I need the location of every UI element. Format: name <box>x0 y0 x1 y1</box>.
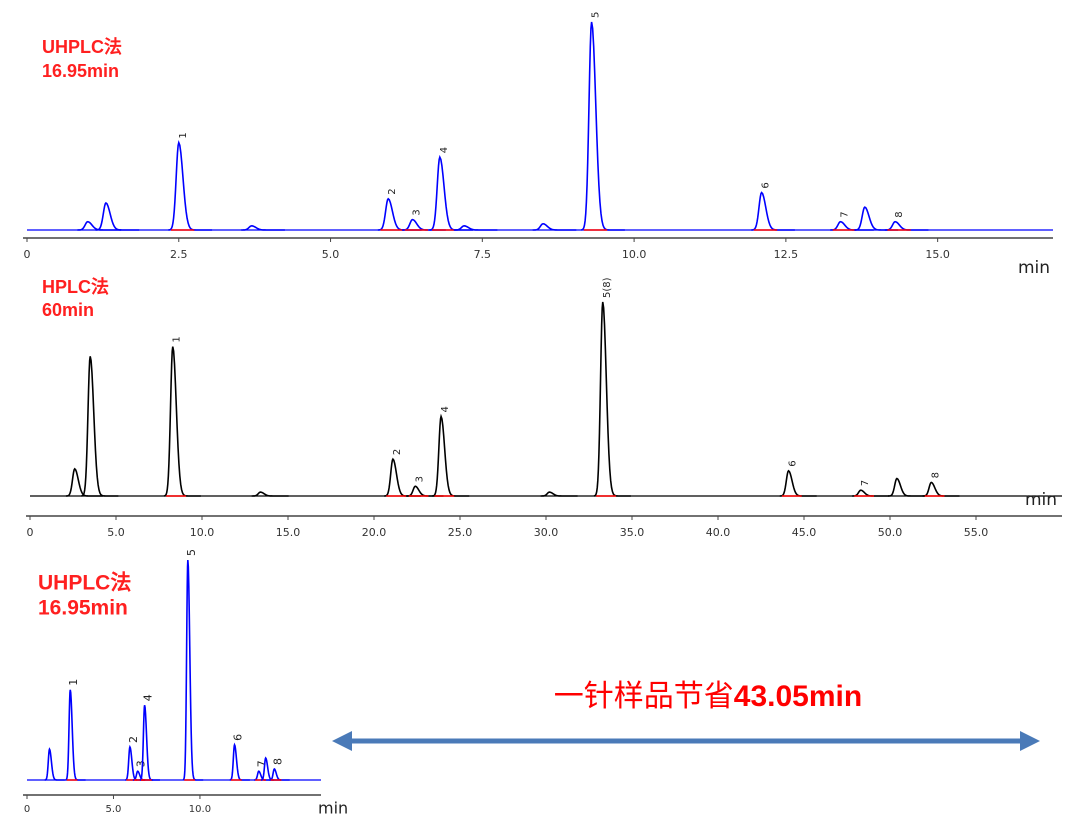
peak-label: 6 <box>232 734 245 741</box>
peak <box>830 220 874 231</box>
peak-label: 7 <box>860 480 871 486</box>
savings-value: 43.05min <box>734 680 862 713</box>
peak-label: 2 <box>387 188 398 194</box>
peak <box>168 139 213 231</box>
peak <box>429 154 474 231</box>
peak-label: 6 <box>788 460 799 466</box>
peak <box>888 477 926 497</box>
peak <box>182 559 204 781</box>
peak-label: 3 <box>135 760 148 767</box>
x-tick-label: 10.0 <box>189 804 211 815</box>
x-tick-label: 10.0 <box>622 248 647 261</box>
peak-label: 4 <box>439 147 450 153</box>
peak <box>402 218 446 231</box>
peak <box>139 705 160 781</box>
x-tick-label: 0 <box>24 248 31 261</box>
peak <box>251 491 289 497</box>
x-tick-label: 15.0 <box>276 526 301 539</box>
peak-label: 4 <box>142 694 155 701</box>
x-tick-label: 15.0 <box>925 248 950 261</box>
peak-label: 4 <box>440 406 451 412</box>
peak <box>851 489 889 497</box>
peak-label: 1 <box>67 679 80 686</box>
method-label: 60min <box>42 300 94 320</box>
peak <box>77 220 121 231</box>
peak <box>581 21 625 231</box>
x-tick-label: 5.0 <box>106 804 122 815</box>
peak-label: 3 <box>412 209 423 215</box>
peak-label: 5 <box>591 12 602 18</box>
peak-label: 5 <box>185 549 198 556</box>
x-tick-label: 12.5 <box>774 248 799 261</box>
peak-label: 1 <box>178 132 189 138</box>
peak <box>95 201 140 231</box>
peak <box>884 220 929 231</box>
peak <box>453 225 498 231</box>
savings-text: 一针样品节省43.05min <box>554 679 862 714</box>
x-tick-label: 0 <box>24 804 30 815</box>
x-tick-label: 40.0 <box>706 526 731 539</box>
peak <box>81 356 119 497</box>
peak <box>269 767 290 781</box>
peak <box>44 747 65 781</box>
peak <box>163 346 201 497</box>
peak-label: 2 <box>392 449 403 455</box>
peak <box>593 301 631 497</box>
peak-label: 1 <box>172 336 183 342</box>
x-tick-label: 10.0 <box>190 526 215 539</box>
peak-label: 8 <box>930 472 941 478</box>
peak <box>65 467 103 497</box>
method-label: UHPLC法 <box>38 571 131 595</box>
peak <box>229 742 250 781</box>
method-label: 16.95min <box>38 597 128 620</box>
x-axis-label: min <box>318 799 348 818</box>
x-tick-label: 35.0 <box>620 526 645 539</box>
x-tick-label: 50.0 <box>878 526 903 539</box>
x-tick-label: 5.0 <box>322 248 340 261</box>
peak <box>779 469 817 497</box>
peak <box>241 225 285 231</box>
peak <box>432 413 470 497</box>
method-label: HPLC法 <box>42 276 109 297</box>
x-tick-label: 7.5 <box>474 248 492 261</box>
peak <box>65 689 86 781</box>
x-tick-label: 30.0 <box>534 526 559 539</box>
x-axis-label: min <box>1018 258 1050 278</box>
x-tick-label: 20.0 <box>362 526 387 539</box>
peak-label: 7 <box>256 760 269 767</box>
x-tick-label: 45.0 <box>792 526 817 539</box>
x-tick-label: 0 <box>27 526 34 539</box>
peak-label: 5(8) <box>602 277 613 298</box>
peak <box>540 491 578 497</box>
peak <box>922 481 960 497</box>
method-label: UHPLC法 <box>42 36 122 57</box>
peak-label: 2 <box>127 736 140 743</box>
peak <box>406 485 444 497</box>
x-tick-label: 5.0 <box>107 526 125 539</box>
peak <box>751 191 795 231</box>
peak-label: 6 <box>761 182 772 188</box>
peak-label: 3 <box>414 476 425 482</box>
x-tick-label: 25.0 <box>448 526 473 539</box>
x-tick-label: 2.5 <box>170 248 188 261</box>
peak <box>532 222 577 231</box>
peak-label: 8 <box>894 211 905 217</box>
method-label: 16.95min <box>42 61 119 81</box>
x-tick-label: 55.0 <box>964 526 989 539</box>
peak-label: 8 <box>271 758 284 765</box>
savings-prefix: 一针样品节省 <box>554 679 734 714</box>
x-axis-label: min <box>1025 490 1057 510</box>
peak-label: 7 <box>840 211 851 217</box>
